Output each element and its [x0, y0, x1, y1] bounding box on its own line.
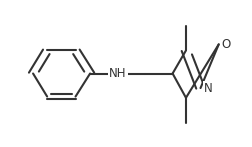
Text: N: N	[203, 82, 212, 95]
Text: NH: NH	[109, 67, 126, 80]
Text: O: O	[221, 38, 230, 51]
